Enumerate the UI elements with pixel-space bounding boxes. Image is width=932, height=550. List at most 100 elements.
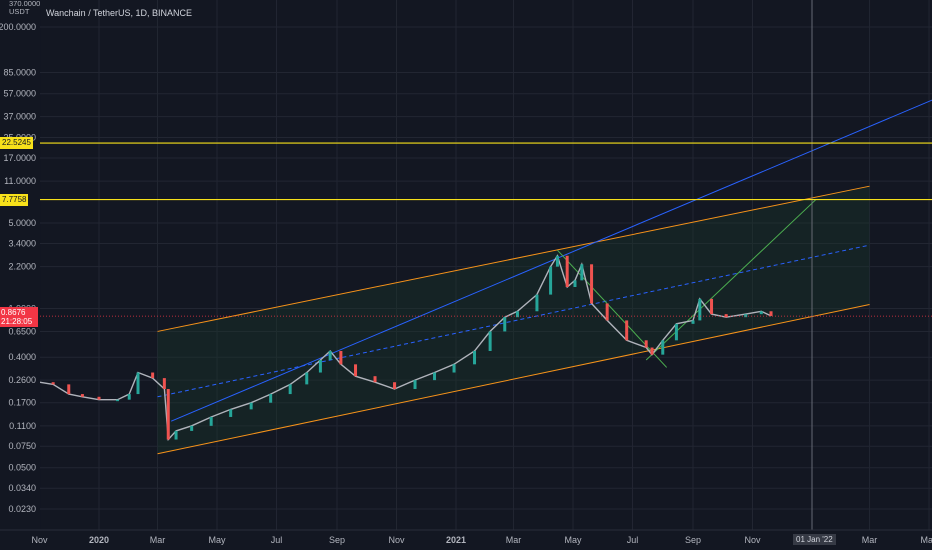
x-tick-label: Mar — [506, 535, 522, 545]
candle — [573, 280, 577, 288]
candle — [605, 303, 609, 321]
chart-title: Wanchain / TetherUS, 1D, BINANCE — [46, 8, 193, 18]
candle — [127, 394, 131, 400]
candle — [136, 372, 140, 395]
candle — [354, 364, 358, 377]
candle — [269, 394, 273, 403]
candle — [549, 266, 553, 295]
candle — [373, 376, 377, 383]
price-line — [39, 254, 772, 442]
y-tick-label: 200.0000 — [0, 22, 36, 32]
candle — [452, 364, 456, 373]
candle — [565, 255, 569, 288]
channel-lower-line — [157, 303, 870, 455]
y-tick-label: 0.6500 — [8, 326, 36, 336]
level-label-low[interactable]: 7.7758 — [0, 193, 29, 206]
bar-countdown: 21:28:05 — [1, 317, 33, 326]
candle — [590, 264, 594, 304]
candle — [166, 389, 170, 440]
candle — [769, 311, 773, 316]
y-unit-label: USDT — [9, 7, 30, 16]
candle — [644, 340, 648, 348]
x-tick-label: May — [921, 535, 932, 545]
candle — [691, 320, 695, 324]
uptrend-green-line — [645, 199, 817, 361]
candle — [162, 378, 166, 390]
x-tick-label: Nov — [744, 535, 761, 545]
current-price: 0.8676 — [1, 308, 26, 317]
candle — [116, 399, 120, 402]
y-tick-label: 0.0340 — [8, 483, 36, 493]
y-tick-label: 0.2600 — [8, 375, 36, 385]
candle — [710, 298, 714, 315]
y-tick-label: 5.0000 — [8, 218, 36, 228]
y-axis-bg — [0, 0, 40, 550]
y-tick-label: 85.0000 — [3, 67, 36, 77]
x-tick-label: Nov — [388, 535, 405, 545]
y-axis-unit: 370.0000 USDT — [9, 0, 40, 16]
candle — [318, 359, 322, 373]
x-tick-label: Sep — [685, 535, 701, 545]
y-tick-label: 57.0000 — [3, 89, 36, 99]
x-tick-label: Jul — [627, 535, 639, 545]
candle — [209, 416, 213, 426]
y-tick-label: 17.0000 — [3, 153, 36, 163]
x-tick-label: Sep — [329, 535, 345, 545]
level-label-high[interactable]: 22.5245 — [0, 137, 33, 150]
candle — [288, 384, 292, 395]
y-tick-label: 0.0230 — [8, 504, 36, 514]
y-tick-label: 11.0000 — [4, 176, 36, 186]
candle — [328, 350, 332, 360]
candle — [249, 402, 253, 410]
channel-area — [157, 186, 870, 454]
candle — [674, 323, 678, 341]
channel-upper-line — [157, 185, 870, 332]
x-tick-label: Mar — [862, 535, 878, 545]
candle — [413, 380, 417, 390]
y-tick-label: 0.1100 — [9, 421, 36, 431]
x-tick-label: May — [209, 535, 227, 545]
channel-fill — [157, 186, 870, 454]
y-top-label: 370.0000 — [9, 0, 41, 8]
price-series — [39, 254, 932, 442]
grid — [39, 0, 932, 530]
candle — [650, 347, 654, 355]
candle — [190, 425, 194, 431]
candle — [488, 331, 492, 351]
y-tick-label: 0.4000 — [8, 352, 36, 362]
candle — [698, 298, 702, 321]
y-tick-label: 3.4000 — [8, 239, 36, 249]
x-axis-bg — [0, 530, 932, 550]
candle — [67, 384, 71, 395]
candle — [51, 382, 55, 385]
candle — [555, 255, 559, 267]
downtrend-green-line — [557, 249, 668, 368]
x-tick-label: 2020 — [89, 535, 109, 545]
candle — [305, 372, 309, 385]
y-tick-label: 37.0000 — [3, 112, 36, 122]
candle — [393, 382, 397, 390]
candle — [661, 340, 665, 355]
current-price-badge: 0.8676 21:28:05 — [0, 307, 38, 327]
x-tick-label: Nov — [31, 535, 48, 545]
x-tick-label: 2021 — [446, 535, 466, 545]
candle — [535, 294, 539, 312]
candle — [433, 372, 437, 381]
candle — [625, 320, 629, 341]
candle — [724, 314, 728, 318]
y-tick-label: 0.1700 — [8, 398, 36, 408]
candle — [151, 372, 155, 379]
candle — [515, 311, 519, 318]
candle — [580, 264, 584, 281]
x-tick-label: Mar — [150, 535, 166, 545]
candle — [339, 350, 343, 365]
candle — [80, 394, 84, 397]
candle — [744, 314, 748, 318]
candle — [759, 311, 763, 315]
y-tick-label: 0.0500 — [8, 463, 36, 473]
y-tick-label: 2.2000 — [8, 262, 36, 272]
candle — [473, 350, 477, 365]
candle — [174, 430, 178, 440]
candle — [97, 396, 101, 400]
